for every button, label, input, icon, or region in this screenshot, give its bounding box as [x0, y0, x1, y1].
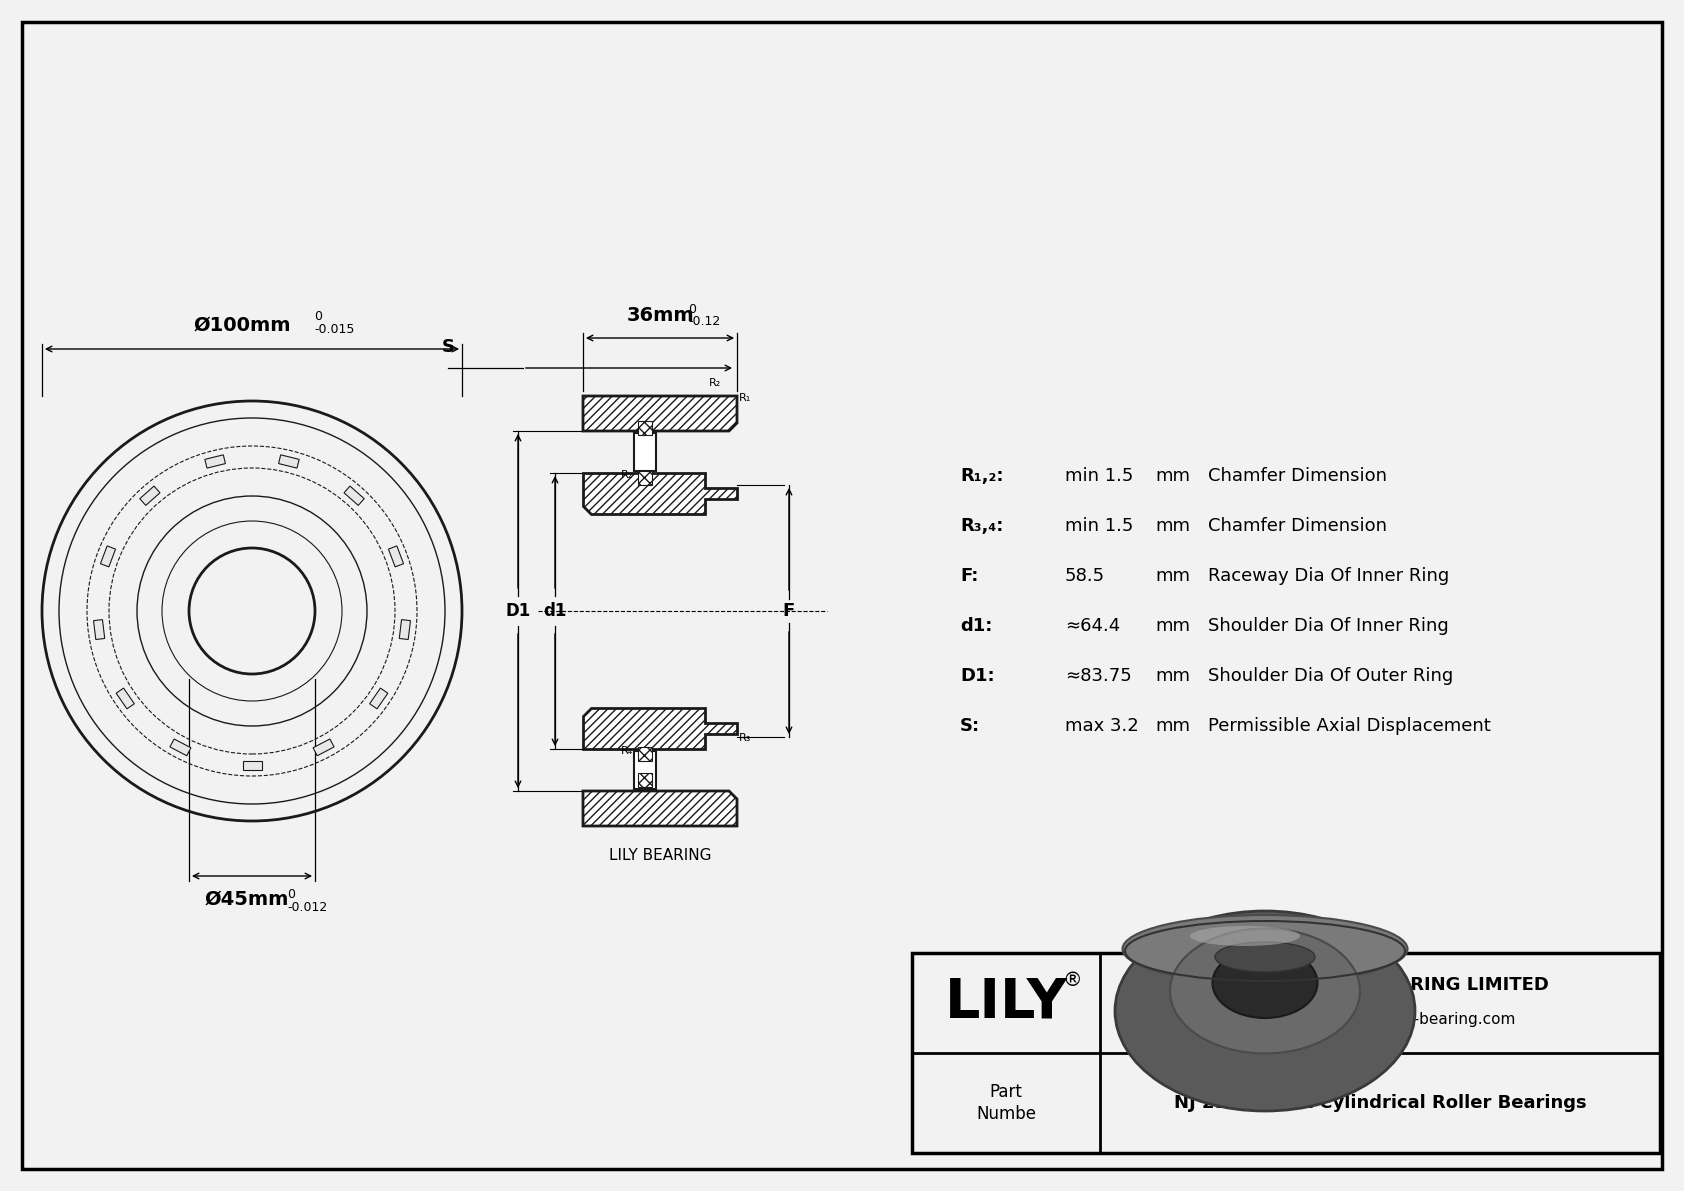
Bar	[101, 545, 116, 567]
Text: 58.5: 58.5	[1064, 567, 1105, 585]
Text: D1:: D1:	[960, 667, 995, 685]
Bar	[242, 761, 261, 769]
Text: Ø100mm: Ø100mm	[194, 316, 291, 335]
Bar	[313, 738, 333, 756]
Text: mm: mm	[1155, 567, 1191, 585]
Bar	[399, 619, 411, 640]
Text: Chamfer Dimension: Chamfer Dimension	[1207, 517, 1388, 535]
Text: max 3.2: max 3.2	[1064, 717, 1138, 735]
Bar	[913, 953, 1660, 1153]
Text: 36mm: 36mm	[626, 306, 694, 325]
Bar	[633, 752, 657, 788]
Text: mm: mm	[1155, 467, 1191, 485]
Text: min 1.5: min 1.5	[1064, 467, 1133, 485]
Text: S: S	[441, 338, 455, 356]
Polygon shape	[583, 707, 738, 749]
Text: Shoulder Dia Of Inner Ring: Shoulder Dia Of Inner Ring	[1207, 617, 1448, 635]
Bar	[389, 545, 404, 567]
Text: R₁: R₁	[633, 457, 645, 467]
Text: -0.012: -0.012	[286, 902, 327, 913]
Text: mm: mm	[1155, 717, 1191, 735]
Text: -0.015: -0.015	[313, 323, 354, 336]
Text: D1: D1	[505, 601, 530, 621]
Text: Ø45mm: Ø45mm	[205, 890, 290, 909]
Text: -0.12: -0.12	[689, 314, 721, 328]
Text: ≈83.75: ≈83.75	[1064, 667, 1132, 685]
Polygon shape	[583, 791, 738, 827]
Text: mm: mm	[1155, 517, 1191, 535]
Ellipse shape	[1212, 948, 1317, 1018]
Bar	[94, 619, 104, 640]
Text: 0: 0	[286, 888, 295, 902]
Text: SHANGHAI LILY BEARING LIMITED: SHANGHAI LILY BEARING LIMITED	[1211, 975, 1549, 994]
Text: min 1.5: min 1.5	[1064, 517, 1133, 535]
Text: R₃: R₃	[739, 732, 751, 743]
Bar	[633, 434, 657, 470]
Text: Raceway Dia Of Inner Ring: Raceway Dia Of Inner Ring	[1207, 567, 1450, 585]
Ellipse shape	[1115, 911, 1415, 1111]
Text: S:: S:	[960, 717, 980, 735]
Text: R₄: R₄	[621, 746, 633, 756]
Text: LILY: LILY	[945, 975, 1068, 1030]
Text: d1:: d1:	[960, 617, 992, 635]
Bar	[638, 470, 652, 485]
Text: mm: mm	[1155, 667, 1191, 685]
Bar	[370, 688, 387, 709]
Bar	[278, 455, 300, 468]
Bar	[638, 747, 652, 761]
Ellipse shape	[1170, 929, 1361, 1054]
Ellipse shape	[1214, 942, 1315, 972]
Text: d1: d1	[544, 601, 568, 621]
Ellipse shape	[1191, 925, 1300, 946]
Polygon shape	[583, 473, 738, 515]
Bar	[344, 486, 364, 505]
Text: F: F	[783, 601, 795, 621]
Text: R₃,₄:: R₃,₄:	[960, 517, 1004, 535]
Text: Email: lilybearing@lily-bearing.com: Email: lilybearing@lily-bearing.com	[1244, 1011, 1516, 1027]
Text: R₂: R₂	[709, 378, 721, 388]
Text: 0: 0	[313, 310, 322, 323]
Bar	[170, 738, 190, 756]
Text: Permissible Axial Displacement: Permissible Axial Displacement	[1207, 717, 1490, 735]
Bar	[116, 688, 135, 709]
Bar	[205, 455, 226, 468]
Text: NJ 2309 ECML Cylindrical Roller Bearings: NJ 2309 ECML Cylindrical Roller Bearings	[1174, 1095, 1586, 1112]
Text: LILY BEARING: LILY BEARING	[608, 848, 711, 863]
Ellipse shape	[1123, 915, 1408, 983]
Bar	[638, 420, 652, 435]
Text: Chamfer Dimension: Chamfer Dimension	[1207, 467, 1388, 485]
Text: ≈64.4: ≈64.4	[1064, 617, 1120, 635]
Text: F:: F:	[960, 567, 978, 585]
Text: R₂: R₂	[621, 470, 633, 480]
Text: mm: mm	[1155, 617, 1191, 635]
Text: 0: 0	[689, 303, 695, 316]
Text: ®: ®	[1063, 972, 1081, 991]
Text: R₁,₂:: R₁,₂:	[960, 467, 1004, 485]
Bar	[638, 773, 652, 787]
Text: R₁: R₁	[739, 393, 751, 403]
Polygon shape	[583, 395, 738, 431]
Bar	[140, 486, 160, 505]
Text: Shoulder Dia Of Outer Ring: Shoulder Dia Of Outer Ring	[1207, 667, 1453, 685]
Text: Part
Numbe: Part Numbe	[977, 1083, 1036, 1123]
